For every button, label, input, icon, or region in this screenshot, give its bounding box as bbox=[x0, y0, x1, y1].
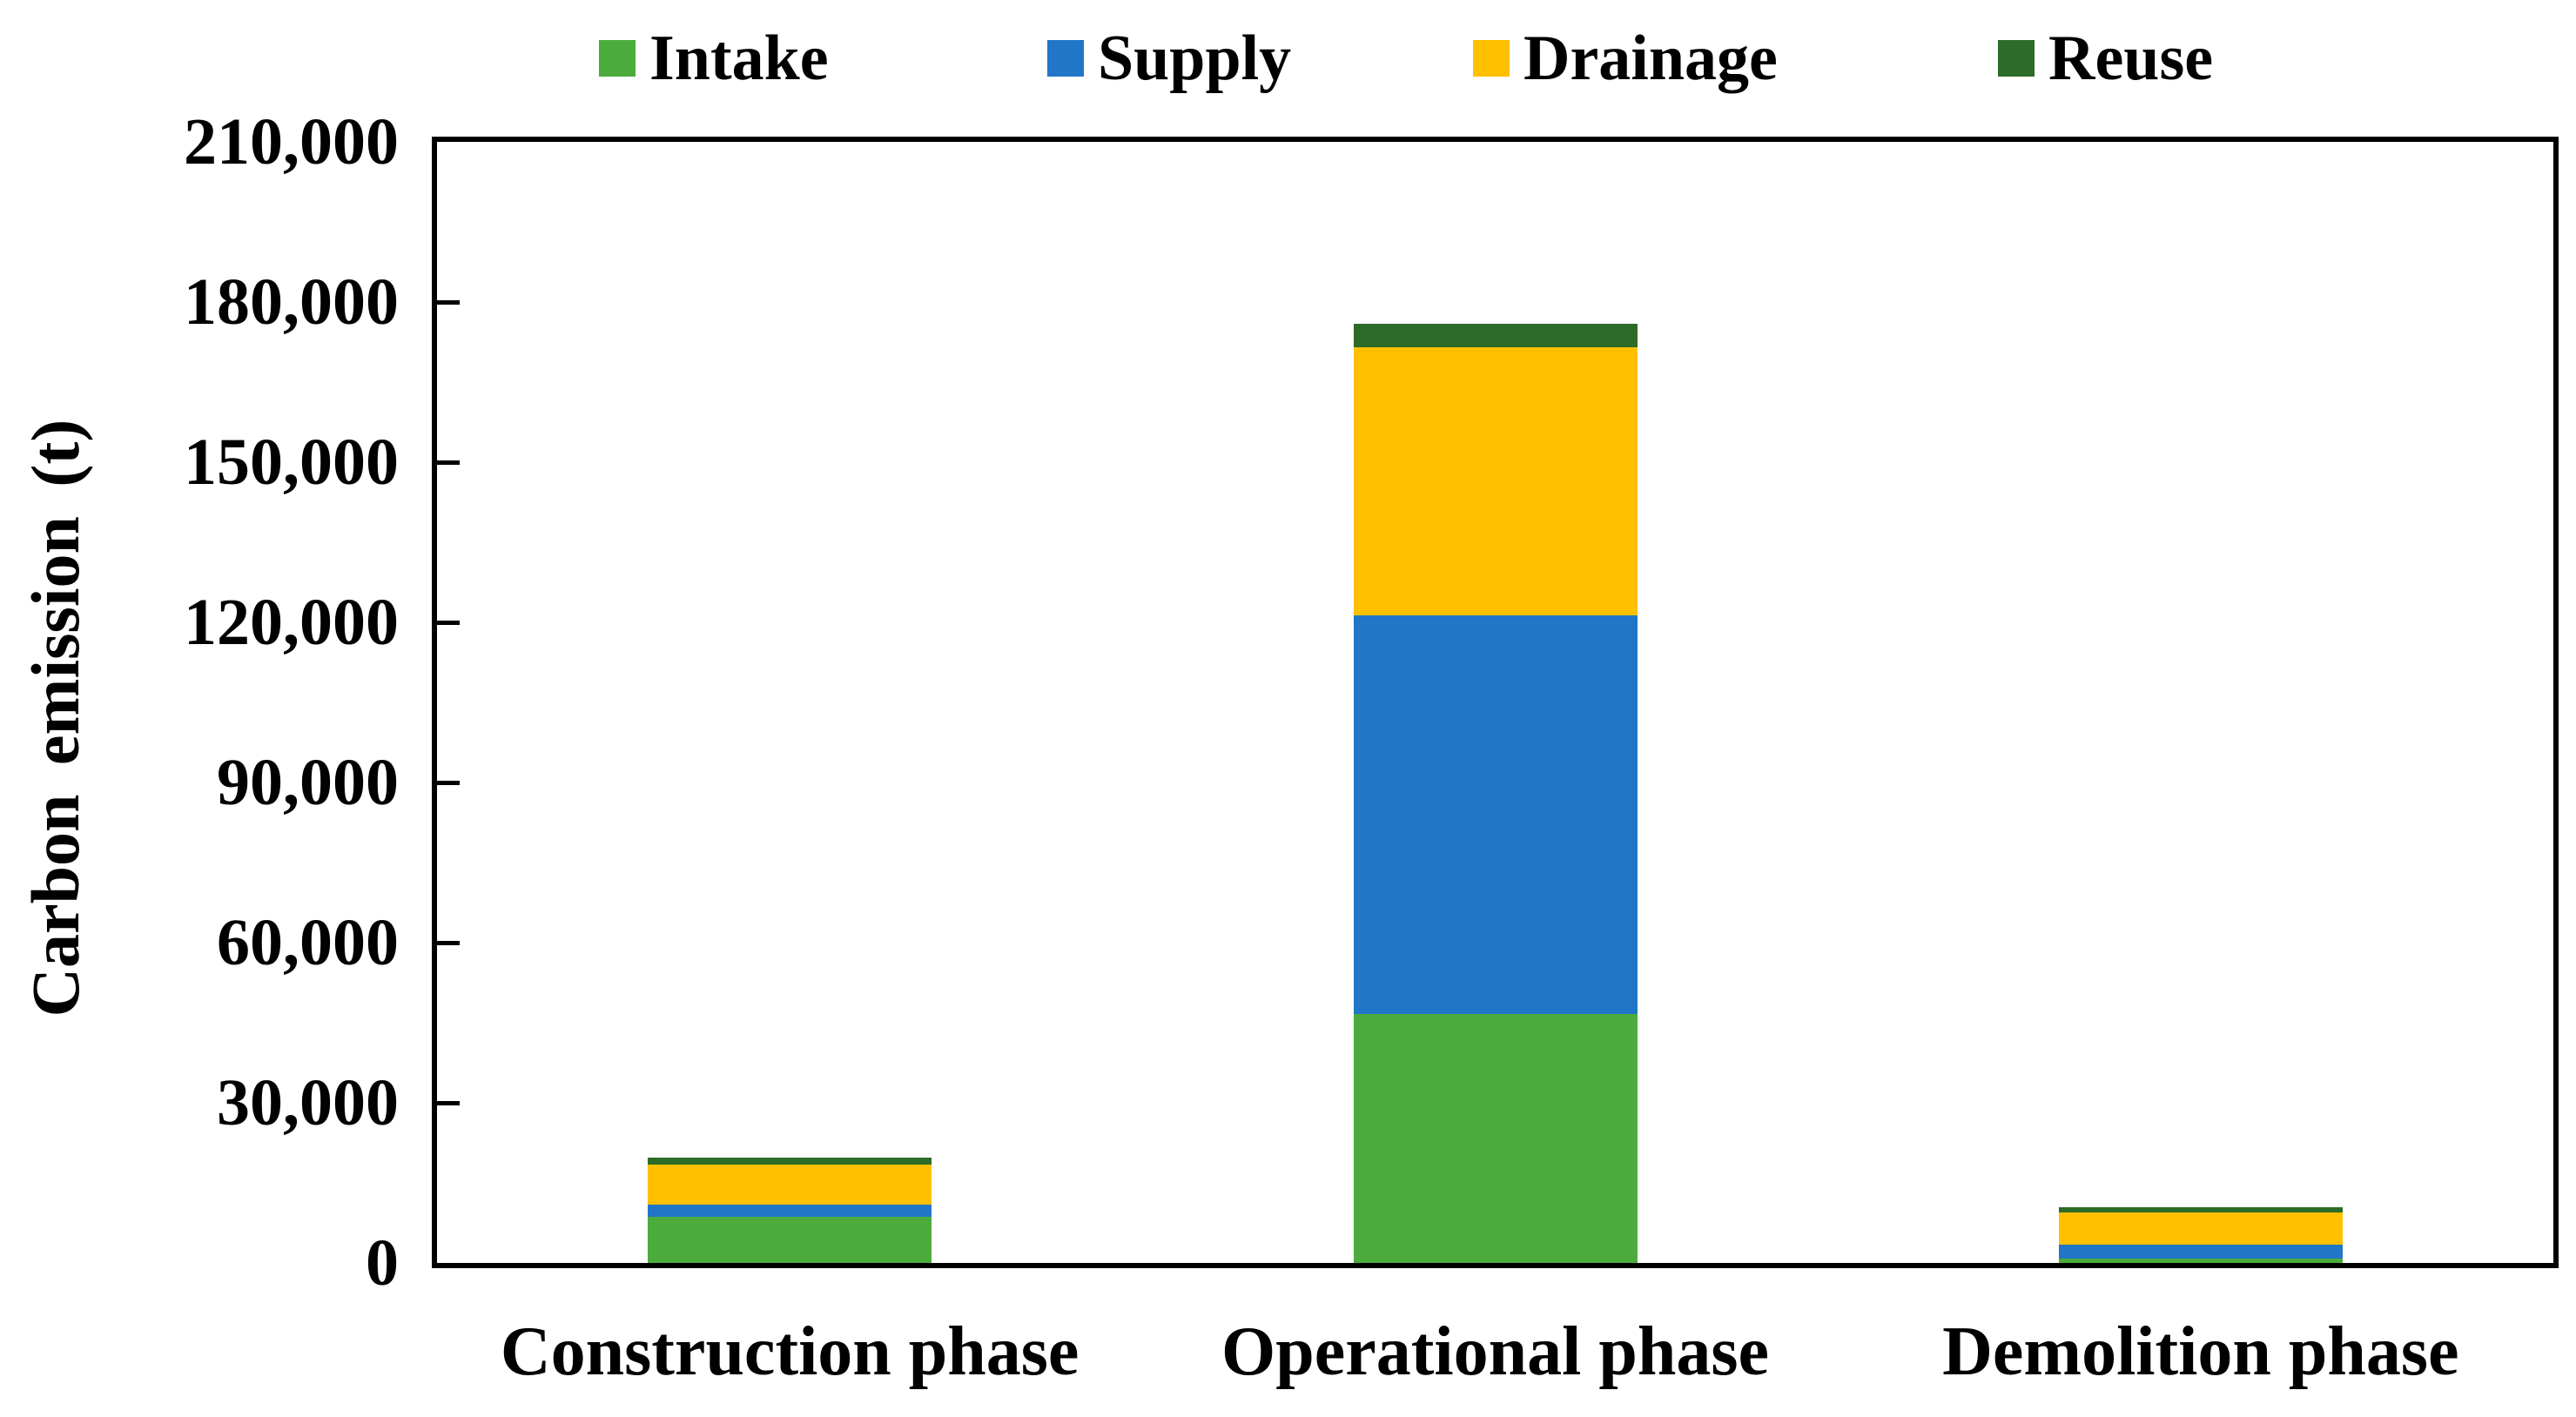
bar-segment-reuse-1 bbox=[648, 1158, 932, 1165]
y-axis-tick-mark bbox=[437, 940, 460, 945]
bar-segment-supply-3 bbox=[2058, 1244, 2343, 1259]
y-axis-tick-mark bbox=[437, 460, 460, 465]
legend-item-drainage: Drainage bbox=[1473, 21, 1778, 96]
bar-segment-intake-1 bbox=[648, 1217, 932, 1263]
legend-swatch-supply bbox=[1047, 40, 1084, 77]
legend-swatch-reuse bbox=[1998, 40, 2035, 77]
legend-item-supply: Supply bbox=[1047, 21, 1291, 96]
legend-item-reuse: Reuse bbox=[1998, 21, 2213, 96]
legend-label: Supply bbox=[1098, 23, 1292, 94]
legend-item-intake: Intake bbox=[599, 21, 829, 96]
y-axis-tick-mark bbox=[437, 1100, 460, 1105]
legend-swatch-intake bbox=[599, 40, 636, 77]
y-axis-tick-label: 150,000 bbox=[184, 426, 399, 499]
y-axis-tick-mark bbox=[437, 780, 460, 785]
bar-segment-reuse-2 bbox=[1353, 324, 1638, 348]
y-axis-tick-label: 210,000 bbox=[184, 105, 399, 178]
x-axis-category-label: Operational phase bbox=[1221, 1313, 1769, 1390]
x-axis-category-label: Construction phase bbox=[500, 1313, 1079, 1390]
y-axis-tick-label: 30,000 bbox=[217, 1066, 399, 1139]
y-axis-tick-label: 0 bbox=[366, 1226, 399, 1299]
legend-label: Drainage bbox=[1523, 23, 1778, 94]
legend-label: Intake bbox=[649, 23, 829, 94]
legend-swatch-drainage bbox=[1473, 40, 1510, 77]
y-axis-tick-label: 120,000 bbox=[184, 586, 399, 659]
y-axis-tick-mark bbox=[437, 299, 460, 305]
bar-segment-intake-3 bbox=[2058, 1259, 2343, 1263]
y-axis-tick-mark bbox=[437, 620, 460, 625]
bar-segment-supply-1 bbox=[648, 1204, 932, 1218]
bar-segment-reuse-3 bbox=[2058, 1207, 2343, 1212]
bar-segment-intake-2 bbox=[1353, 1014, 1638, 1263]
bar-segment-drainage-3 bbox=[2058, 1212, 2343, 1245]
legend-label: Reuse bbox=[2048, 23, 2214, 94]
y-axis-tick-label: 60,000 bbox=[217, 906, 399, 979]
bar-segment-supply-2 bbox=[1353, 615, 1638, 1015]
x-axis-category-label: Demolition phase bbox=[1942, 1313, 2459, 1390]
bar-segment-drainage-1 bbox=[648, 1164, 932, 1205]
bar-segment-drainage-2 bbox=[1353, 347, 1638, 616]
y-axis-tick-label: 90,000 bbox=[217, 746, 399, 819]
plot-area bbox=[432, 137, 2559, 1268]
y-axis-tick-label: 180,000 bbox=[184, 265, 399, 339]
